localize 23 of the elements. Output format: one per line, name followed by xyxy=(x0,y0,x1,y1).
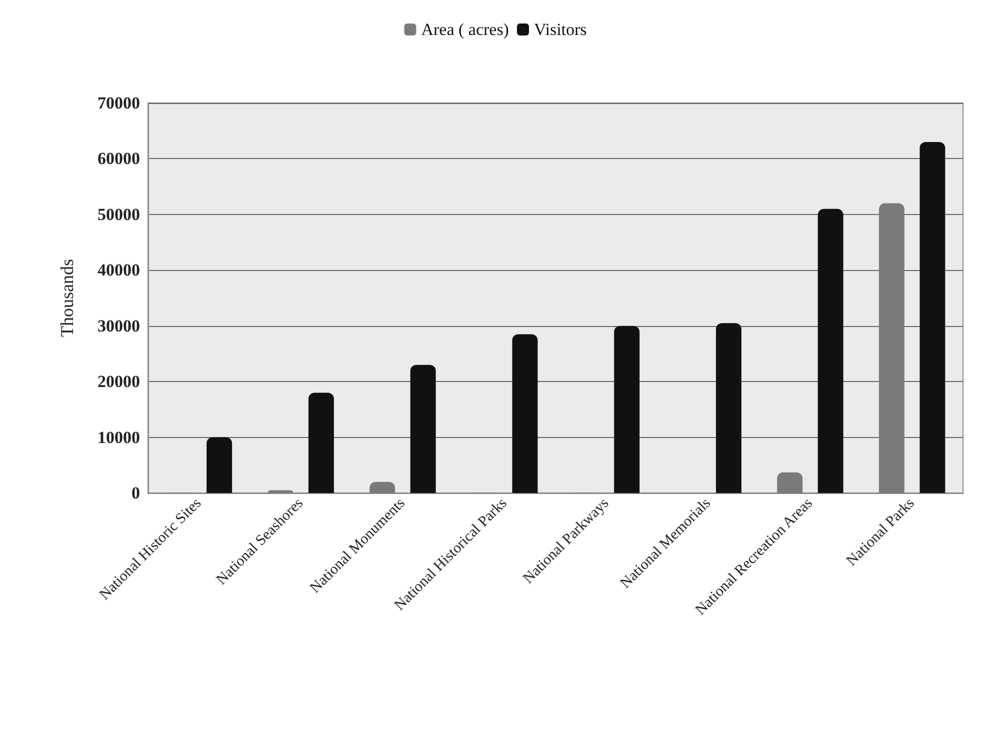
bar xyxy=(878,203,904,493)
bar xyxy=(512,334,538,493)
bar xyxy=(410,364,436,493)
y-tick-label: 0 xyxy=(132,484,140,502)
bar xyxy=(777,472,803,493)
bar xyxy=(818,208,844,493)
y-tick-label: 40000 xyxy=(98,260,140,280)
y-tick-label: 70000 xyxy=(98,94,140,112)
legend-label: Area ( acres) xyxy=(421,20,509,39)
y-tick-label: 10000 xyxy=(98,428,140,447)
y-axis-title: Thousands xyxy=(57,259,77,337)
bar xyxy=(716,323,742,493)
bar xyxy=(308,392,334,493)
bar xyxy=(920,142,946,493)
legend-label: Visitors xyxy=(534,20,587,39)
bar xyxy=(206,437,232,493)
y-tick-label: 50000 xyxy=(98,204,140,224)
bar xyxy=(370,482,396,493)
bar xyxy=(614,326,640,493)
y-tick-label: 20000 xyxy=(98,372,140,392)
y-tick-label: 30000 xyxy=(98,316,140,336)
bar xyxy=(268,490,294,493)
y-tick-label: 60000 xyxy=(98,149,140,168)
